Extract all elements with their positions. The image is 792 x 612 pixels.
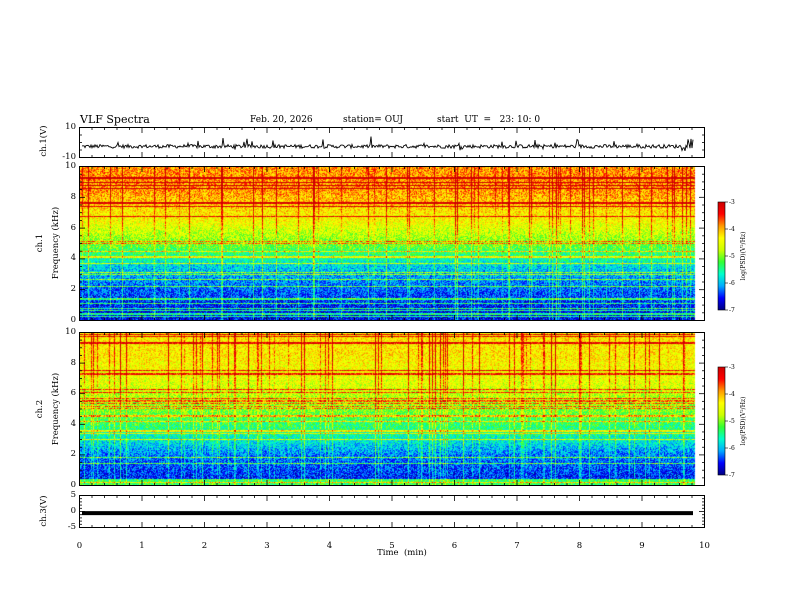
ch2-spectrogram-image: [79, 332, 705, 486]
y-tick-label: 4: [70, 253, 76, 264]
ch1-waveform-plot: [79, 127, 705, 158]
ch1-spectrogram-axes: [79, 166, 705, 321]
colorbar-tick-label: -3: [729, 199, 735, 206]
y-tick-label: 10: [65, 161, 76, 171]
y-tick-label: 6: [70, 222, 76, 233]
x-tick-label: 3: [264, 541, 269, 551]
y-tick-label: 4: [70, 418, 76, 429]
ch1-waveform-trace: [81, 136, 694, 152]
y-tick-label: 8: [70, 357, 76, 368]
station-label: station= OUJ: [343, 115, 404, 125]
y-tick-label: 0: [70, 506, 76, 516]
colorbar-tick-label: -4: [729, 226, 735, 233]
y-tick-label: 10: [65, 327, 76, 337]
ch2-spectrogram-ylabel-frequency: Frequency (kHz): [51, 372, 61, 446]
x-tick-label: 7: [514, 541, 519, 551]
colorbar-label: log(PSD)(V²/Hz): [740, 232, 747, 281]
y-tick-label: 0: [70, 480, 76, 490]
y-tick-label: 5: [70, 490, 76, 500]
x-tick-label: 6: [452, 541, 457, 551]
colorbar-tick-label: -6: [729, 445, 735, 452]
y-tick-label: -5: [67, 522, 76, 532]
colorbar-gradient-bar: [717, 366, 726, 476]
x-tick-label: 8: [577, 541, 582, 551]
time-axis: 0 1 2 3 4 5 6 7 8 9 10: [77, 541, 710, 551]
y-tick-label: 2: [70, 449, 76, 460]
ch1-spectrogram-ylabel-frequency: Frequency (kHz): [51, 206, 61, 280]
x-tick-label: 9: [639, 541, 644, 551]
start-time-label: start UT = 23: 10: 0: [437, 115, 541, 125]
ch1-waveform-panel: [79, 127, 705, 158]
plot-frame: [79, 166, 705, 321]
time-axis-label: Time (min): [377, 548, 427, 558]
colorbar-tick-label: -6: [729, 280, 735, 287]
colorbar-tick-label: -4: [729, 391, 735, 398]
colorbar-tick-label: -5: [729, 253, 735, 260]
x-tick-label: 2: [202, 541, 207, 551]
ch2-spectrogram-panel: [79, 332, 705, 486]
x-tick-label: 1: [139, 541, 144, 551]
date-label: Feb. 20, 2026: [250, 115, 313, 125]
figure-title: VLF Spectra: [80, 113, 150, 126]
y-tick-label: 6: [70, 388, 76, 399]
colorbar-tick-label: -3: [729, 364, 735, 371]
ch3-waveform-panel: [79, 495, 705, 528]
y-tick-label: 10: [65, 122, 76, 132]
plot-frame: [79, 332, 705, 486]
ch2-spectrogram-axes: [79, 332, 705, 486]
y-tick-label: 2: [70, 284, 76, 295]
colorbar-tick-label: -5: [729, 418, 735, 425]
colorbar-label: log(PSD)(V²/Hz): [740, 397, 747, 446]
ch1-spectrogram-panel: [79, 166, 705, 321]
colorbar-tick-label: -7: [729, 472, 735, 479]
y-tick-label: 0: [70, 315, 76, 325]
x-tick-label: 5: [389, 541, 394, 551]
x-tick-label: 4: [327, 541, 332, 551]
y-tick-label: 8: [70, 191, 76, 202]
colorbar-tick-label: -7: [729, 307, 735, 314]
ch3-waveform-plot: [79, 495, 705, 528]
x-tick-label: 10: [699, 541, 710, 551]
ch1-colorbar: -3 -4 -5 -6 -7 log(PSD)(V²/Hz): [717, 199, 747, 314]
x-tick-label: 0: [77, 541, 82, 551]
ch1-spectrogram-image: [79, 166, 705, 321]
y-tick-label: -10: [62, 152, 76, 162]
colorbar-gradient-bar: [717, 201, 726, 311]
ch2-colorbar: -3 -4 -5 -6 -7 log(PSD)(V²/Hz): [717, 364, 747, 479]
